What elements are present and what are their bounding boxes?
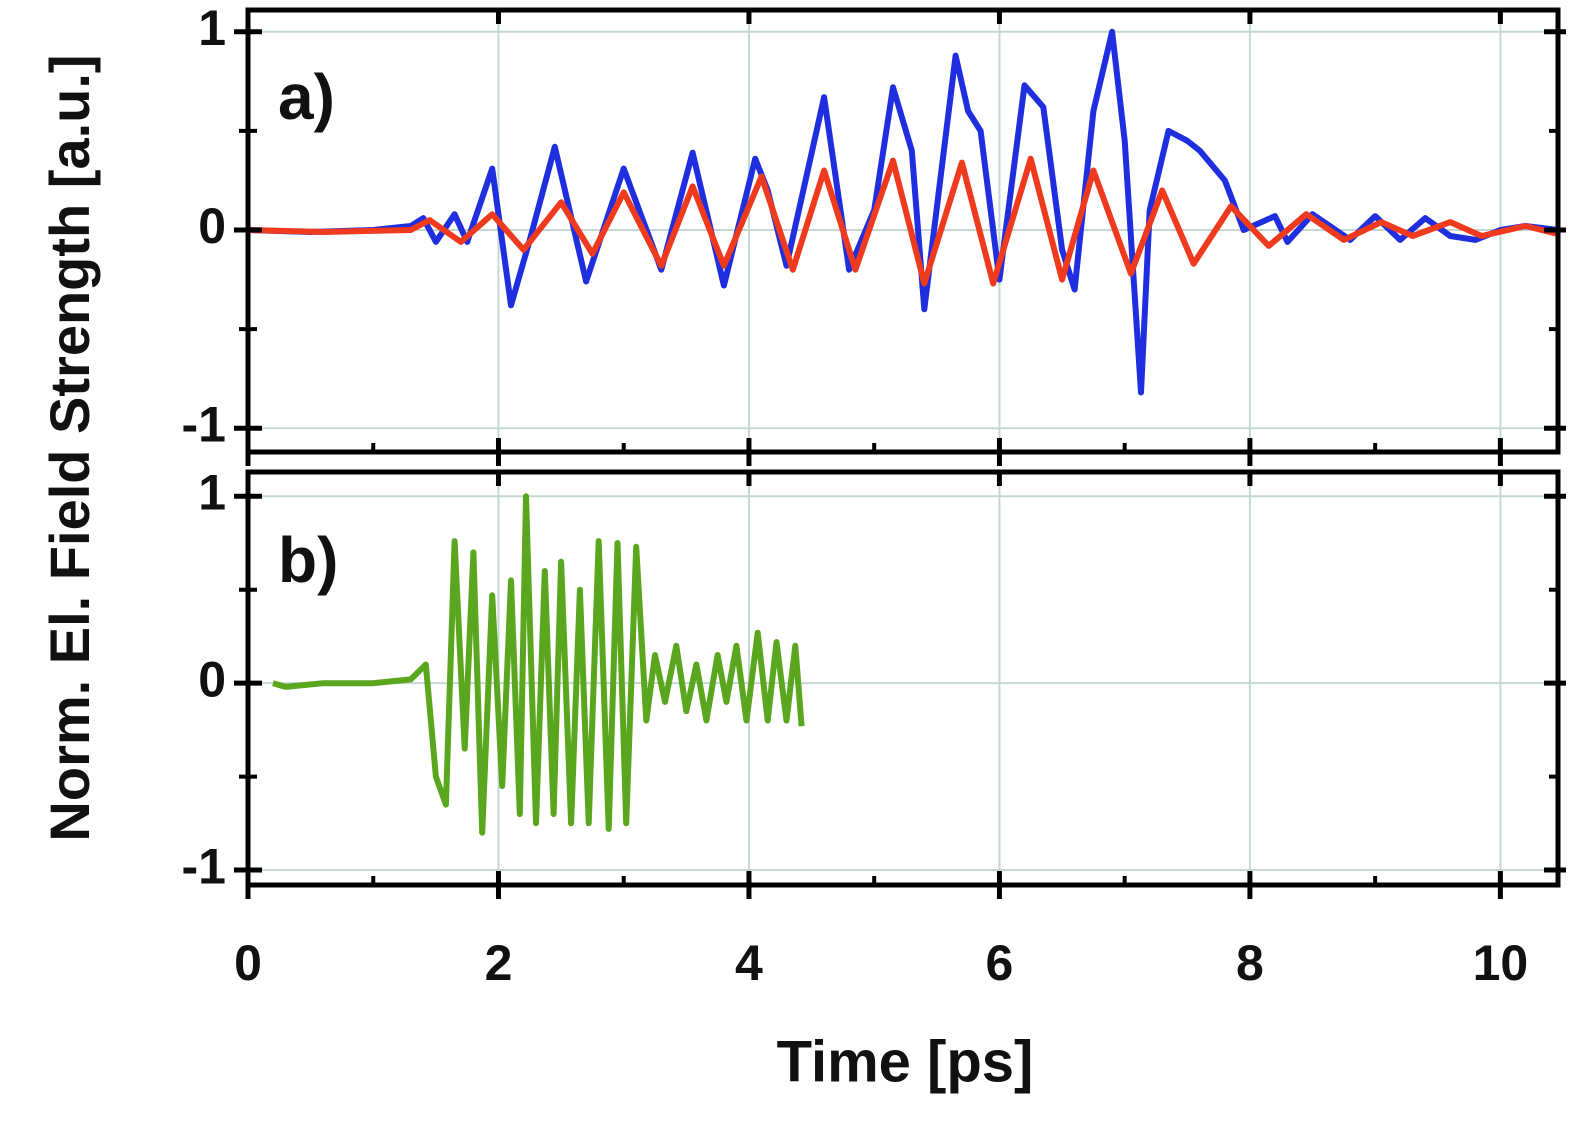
y-tick-label: 0 — [198, 651, 226, 707]
y-tick-label: 1 — [198, 464, 226, 520]
y-axis-title: Norm. El. Field Strength [a.u.] — [38, 54, 101, 841]
x-axis-title: Time [ps] — [777, 1029, 1034, 1094]
x-tick-label: 0 — [234, 935, 262, 991]
panel-label: a) — [278, 61, 335, 133]
data-line — [272, 493, 805, 836]
y-tick-label: -1 — [182, 838, 226, 894]
data-line — [247, 28, 1559, 396]
y-tick-label: -1 — [182, 396, 226, 452]
x-tick-label: 6 — [986, 935, 1014, 991]
data-line — [247, 155, 1559, 287]
y-tick-label: 0 — [198, 198, 226, 254]
x-tick-label: 2 — [485, 935, 513, 991]
plot-frame — [245, 469, 1561, 888]
y-tick-label: 1 — [198, 0, 226, 56]
x-tick-label: 10 — [1473, 935, 1529, 991]
x-tick-label: 8 — [1236, 935, 1264, 991]
panel-label: b) — [278, 524, 338, 596]
x-tick-label: 4 — [735, 935, 763, 991]
